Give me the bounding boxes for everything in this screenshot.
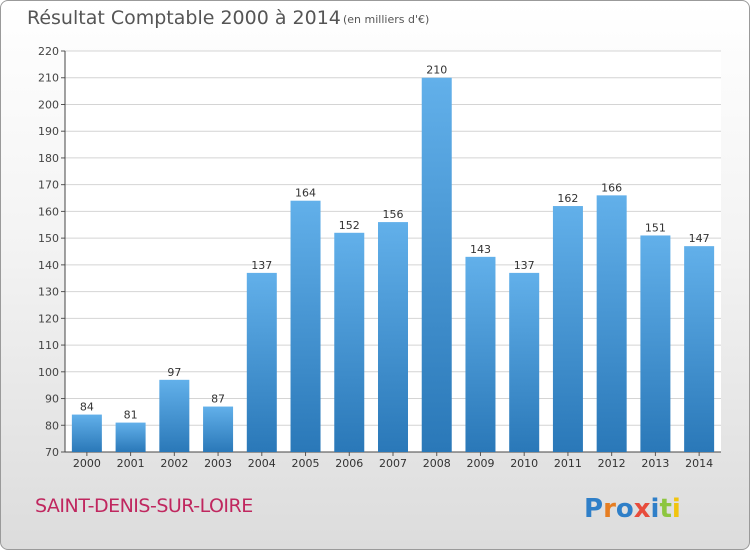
data-label: 166 xyxy=(601,181,622,194)
x-tick-label: 2010 xyxy=(510,457,538,470)
data-label: 147 xyxy=(689,232,710,245)
data-label: 84 xyxy=(80,401,94,414)
bar xyxy=(246,272,277,452)
logo-letter: i xyxy=(672,494,681,524)
x-tick-label: 2006 xyxy=(335,457,363,470)
y-tick-label: 180 xyxy=(38,152,59,165)
y-tick-label: 120 xyxy=(38,312,59,325)
data-label: 151 xyxy=(645,221,666,234)
bar xyxy=(552,206,583,452)
logo-letter: i xyxy=(651,494,660,524)
data-label: 156 xyxy=(383,208,404,221)
commune-name: SAINT-DENIS-SUR-LOIRE xyxy=(35,495,253,517)
chart-subtitle: (en milliers d'€) xyxy=(343,13,430,26)
logo-text: Proxiti xyxy=(584,494,681,524)
logo-letter: x xyxy=(634,494,651,524)
x-tick-label: 2002 xyxy=(160,457,188,470)
x-tick-label: 2008 xyxy=(423,457,451,470)
data-label: 137 xyxy=(514,259,535,272)
logo-letter: o xyxy=(616,494,634,524)
chart-title: Résultat Comptable 2000 à 2014 xyxy=(27,7,341,29)
data-label: 210 xyxy=(426,64,447,77)
data-label: 152 xyxy=(339,219,360,232)
y-tick-label: 150 xyxy=(38,232,59,245)
data-label: 143 xyxy=(470,243,491,256)
bar xyxy=(290,200,321,452)
x-tick-label: 2003 xyxy=(204,457,232,470)
bar xyxy=(465,256,496,452)
y-tick-label: 200 xyxy=(38,98,59,111)
y-tick-label: 110 xyxy=(38,339,59,352)
data-label: 137 xyxy=(251,259,272,272)
bar xyxy=(596,195,627,453)
data-label: 164 xyxy=(295,187,316,200)
bar xyxy=(159,379,190,452)
x-tick-label: 2007 xyxy=(379,457,407,470)
y-tick-label: 190 xyxy=(38,125,59,138)
x-tick-label: 2011 xyxy=(554,457,582,470)
y-tick-label: 70 xyxy=(45,446,59,459)
y-tick-label: 80 xyxy=(45,419,59,432)
data-label: 162 xyxy=(557,192,578,205)
bar xyxy=(115,422,146,452)
x-tick-label: 2009 xyxy=(466,457,494,470)
logo-letter: P xyxy=(584,494,603,524)
bar xyxy=(509,272,540,452)
y-tick-label: 130 xyxy=(38,286,59,299)
bar xyxy=(421,77,452,452)
logo-letter: t xyxy=(659,494,671,524)
y-tick-label: 100 xyxy=(38,366,59,379)
data-label: 87 xyxy=(211,393,225,406)
x-tick-label: 2014 xyxy=(685,457,713,470)
y-tick-label: 140 xyxy=(38,259,59,272)
x-tick-label: 2005 xyxy=(292,457,320,470)
y-tick-label: 220 xyxy=(38,45,59,58)
x-tick-label: 2013 xyxy=(641,457,669,470)
proxiti-logo[interactable]: Proxiti xyxy=(584,487,694,527)
y-tick-label: 160 xyxy=(38,205,59,218)
y-tick-label: 170 xyxy=(38,179,59,192)
data-label: 97 xyxy=(167,366,181,379)
bar xyxy=(684,246,715,452)
bar xyxy=(378,222,408,452)
x-tick-label: 2004 xyxy=(248,457,276,470)
bar xyxy=(203,406,234,452)
y-tick-label: 210 xyxy=(38,72,59,85)
bar xyxy=(640,235,671,452)
data-label: 81 xyxy=(124,409,138,422)
logo-letter: r xyxy=(603,494,616,524)
bar xyxy=(334,232,365,452)
x-tick-label: 2001 xyxy=(117,457,145,470)
x-tick-label: 2000 xyxy=(73,457,101,470)
bar xyxy=(71,414,102,452)
x-tick-label: 2012 xyxy=(598,457,626,470)
y-tick-label: 90 xyxy=(45,393,59,406)
